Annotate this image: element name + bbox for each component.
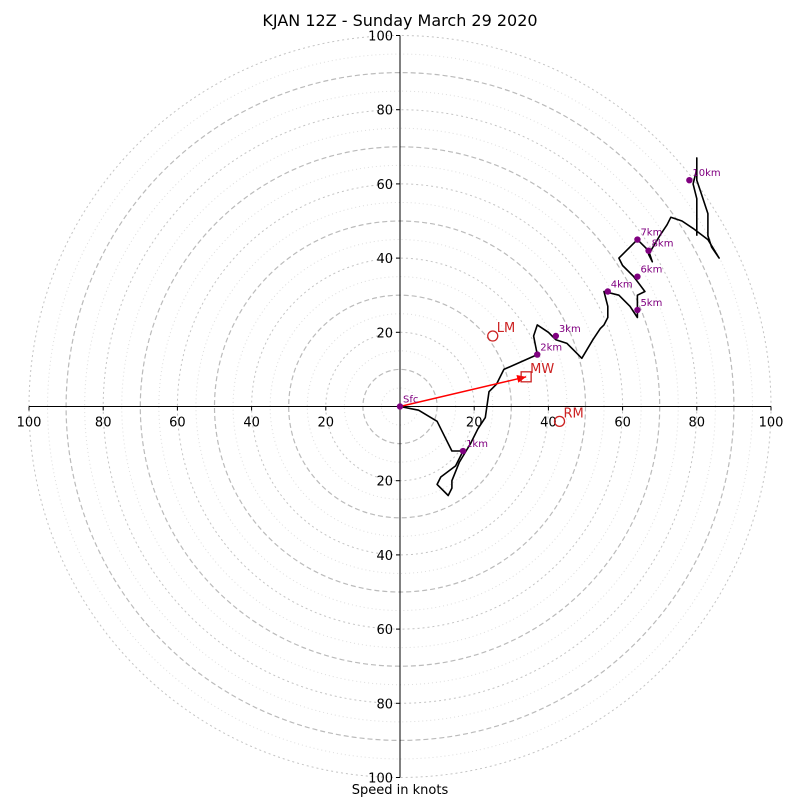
x-axis-label: Speed in knots bbox=[351, 783, 449, 798]
y-tick-label: 40 bbox=[376, 252, 393, 267]
y-tick-label: 80 bbox=[376, 697, 393, 712]
height-marker-label: 10km bbox=[692, 168, 720, 179]
x-tick-label: 40 bbox=[243, 416, 260, 431]
height-marker-label: 8km bbox=[652, 239, 674, 250]
x-tick-label: 40 bbox=[540, 416, 557, 431]
height-marker bbox=[686, 176, 693, 184]
x-tick-label: 100 bbox=[759, 416, 784, 431]
x-tick-label: 60 bbox=[614, 416, 631, 431]
y-tick-label: 100 bbox=[368, 772, 393, 787]
x-tick-label: 80 bbox=[95, 416, 112, 431]
height-marker bbox=[604, 288, 611, 295]
storm-motion-markers: LM MW RM bbox=[487, 321, 584, 427]
y-tick-label: 60 bbox=[376, 178, 393, 193]
height-marker bbox=[634, 236, 641, 243]
y-tick-label: 40 bbox=[376, 549, 393, 564]
x-tick-label: 20 bbox=[466, 416, 483, 431]
y-tick-label: 60 bbox=[376, 623, 393, 638]
height-marker bbox=[396, 403, 404, 410]
hodograph-trace bbox=[399, 157, 720, 497]
y-tick-label: 80 bbox=[376, 104, 393, 119]
height-marker-label: 3km bbox=[559, 324, 581, 335]
height-marker-label: 2km bbox=[540, 343, 562, 354]
height-marker bbox=[645, 247, 652, 254]
mean-wind-vector bbox=[399, 376, 527, 408]
storm-motion-label: LM bbox=[497, 321, 515, 336]
height-marker-label: 4km bbox=[611, 279, 633, 290]
y-tick-label: 20 bbox=[376, 475, 393, 490]
y-tick-label: 100 bbox=[368, 30, 393, 45]
storm-motion-label: RM bbox=[564, 406, 584, 421]
storm-motion-marker bbox=[487, 330, 499, 342]
axis-ticks: 100 80 60 40 20 20 40 60 80 100 100 80 60 40 20 20 40 60 8… bbox=[17, 30, 784, 787]
hodograph-trace-group bbox=[399, 157, 720, 497]
x-tick-label: 100 bbox=[17, 416, 42, 431]
height-marker-label: 7km bbox=[640, 228, 662, 239]
mean-wind-vector-group bbox=[399, 374, 527, 408]
y-tick-label: 20 bbox=[376, 326, 393, 341]
x-tick-label: 20 bbox=[318, 416, 335, 431]
height-marker bbox=[634, 273, 641, 280]
height-marker-label: 1km bbox=[466, 439, 488, 450]
height-marker bbox=[459, 447, 467, 455]
x-tick-label: 60 bbox=[169, 416, 186, 431]
x-tick-label: 80 bbox=[689, 416, 706, 431]
height-marker bbox=[534, 351, 541, 358]
height-marker-label: 6km bbox=[640, 265, 662, 276]
height-marker-label: 5km bbox=[640, 298, 662, 309]
height-marker bbox=[552, 332, 560, 340]
storm-motion-label: MW bbox=[530, 362, 554, 377]
height-marker bbox=[634, 306, 641, 314]
height-marker-label: Sfc bbox=[403, 395, 418, 406]
storm-motion-marker bbox=[520, 371, 532, 383]
storm-motion-marker bbox=[553, 415, 566, 427]
chart-title: KJAN 12Z - Sunday March 29 2020 bbox=[262, 11, 538, 30]
